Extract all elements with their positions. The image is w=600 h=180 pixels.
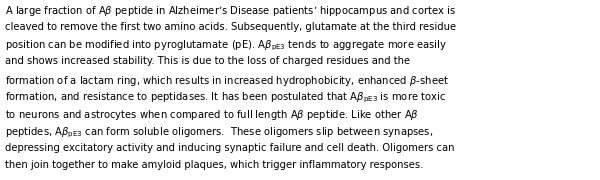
Text: peptides, A$\beta_{\rm pE3}$ can form soluble oligomers.  These oligomers slip b: peptides, A$\beta_{\rm pE3}$ can form so… [5, 125, 433, 140]
Text: cleaved to remove the first two amino acids. Subsequently, glutamate at the thir: cleaved to remove the first two amino ac… [5, 22, 456, 32]
Text: position can be modified into pyroglutamate (pE). A$\beta_{\rm pE3}$ tends to ag: position can be modified into pyroglutam… [5, 39, 447, 53]
Text: A large fraction of A$\beta$ peptide in Alzheimer’s Disease patients’ hippocampu: A large fraction of A$\beta$ peptide in … [5, 4, 456, 19]
Text: and shows increased stability. This is due to the loss of charged residues and t: and shows increased stability. This is d… [5, 56, 410, 66]
Text: then join together to make amyloid plaques, which trigger inflammatory responses: then join together to make amyloid plaqu… [5, 160, 423, 170]
Text: to neurons and astrocytes when compared to full length A$\beta$ peptide. Like ot: to neurons and astrocytes when compared … [5, 108, 419, 122]
Text: formation, and resistance to peptidases. It has been postulated that A$\beta_{\r: formation, and resistance to peptidases.… [5, 91, 446, 105]
Text: formation of a lactam ring, which results in increased hydrophobicity, enhanced : formation of a lactam ring, which result… [5, 74, 449, 88]
Text: depressing excitatory activity and inducing synaptic failure and cell death. Oli: depressing excitatory activity and induc… [5, 143, 454, 153]
